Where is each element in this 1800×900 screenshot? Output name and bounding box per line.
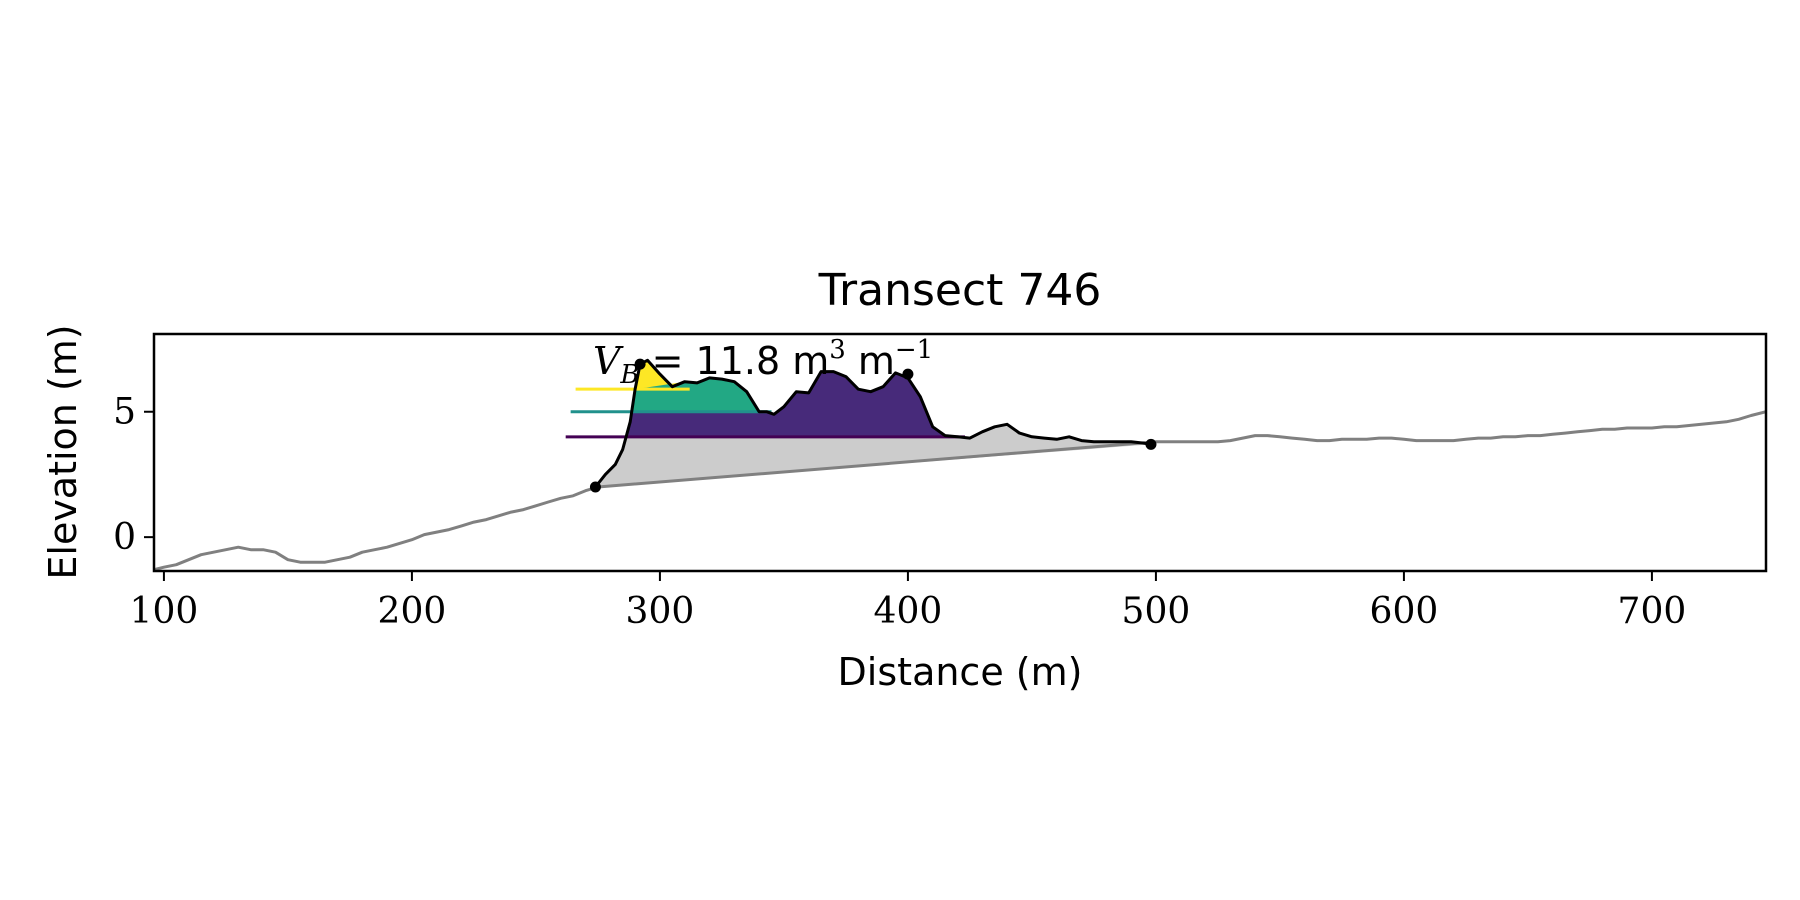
profile-line [154,410,1766,571]
volume-unit-length: m [846,339,895,383]
level-fill-1 [631,360,760,412]
plot-frame [152,332,1768,573]
x-tick-label: 300 [626,591,695,632]
volume-value: = 11.8 m [640,339,830,383]
x-axis: 100 200 300 400 500 600 700 [130,571,1687,632]
y-tick-label: 0 [113,517,136,558]
volume-unit-inverse: −1 [895,335,933,365]
x-tick-label: 600 [1370,591,1439,632]
x-tick-label: 400 [874,591,943,632]
x-tick-label: 100 [130,591,199,632]
marker-point-1 [634,358,646,370]
chart-title: Transect 746 [818,265,1102,316]
volume-subscript: B [619,360,639,390]
y-axis: 05 [113,392,154,558]
dune-profile-line [594,358,1152,488]
marker-point-0 [589,481,601,493]
volume-annotation: VB = 11.8 m3 m−1 [593,335,933,390]
volume-symbol: V [593,339,624,383]
x-axis-label: Distance (m) [838,650,1083,694]
marker-point-2 [902,368,914,380]
y-axis-label: Elevation (m) [41,324,85,579]
x-tick-label: 500 [1122,591,1191,632]
y-tick-label: 5 [113,392,136,433]
volume-unit-power: 3 [829,335,846,365]
marker-point-3 [1145,438,1157,450]
x-tick-label: 700 [1618,591,1687,632]
x-tick-label: 200 [378,591,447,632]
